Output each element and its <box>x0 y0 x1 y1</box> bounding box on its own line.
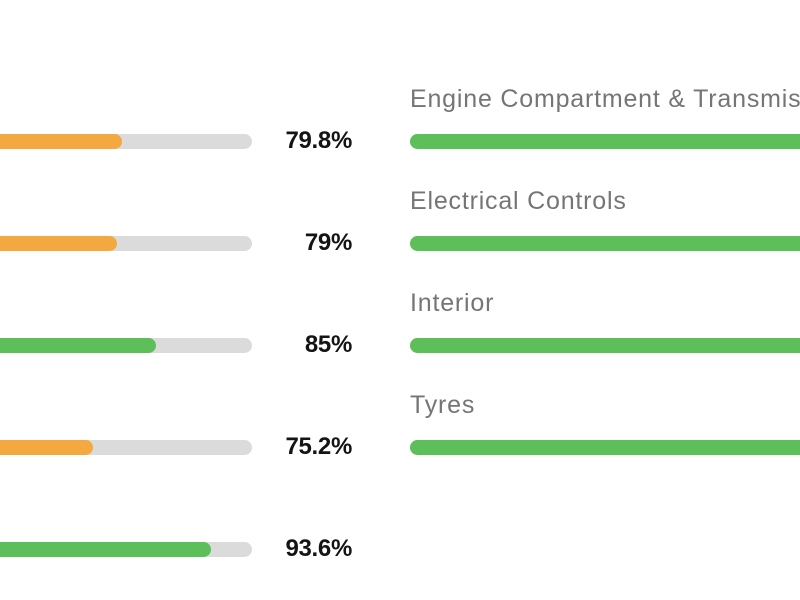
right-inspection-item: Tyres <box>410 390 800 461</box>
progress-bar-row <box>410 127 800 155</box>
progress-bar-fill <box>0 541 211 557</box>
inspection-grid: 79.8% 79% 85% 75.2% 93.6% Engine Compartment… <box>0 84 800 594</box>
progress-bar-fill <box>0 439 93 455</box>
progress-bar-fill <box>0 235 117 251</box>
progress-bar-track <box>0 541 252 557</box>
progress-bar-fill <box>410 337 800 353</box>
progress-bar-track <box>0 337 252 353</box>
category-label: Tyres <box>410 391 476 419</box>
progress-bar-row <box>410 433 800 461</box>
category-label <box>0 186 352 216</box>
left-inspection-item: 79% <box>0 186 352 257</box>
progress-bar-row: 85% <box>0 331 352 359</box>
progress-bar-row: 79% <box>0 229 352 257</box>
progress-bar-track <box>0 133 252 149</box>
progress-bar-row: 93.6% <box>0 535 352 563</box>
progress-value: 79% <box>304 229 352 256</box>
progress-bar-row <box>410 331 800 359</box>
progress-value: 85% <box>304 331 352 358</box>
left-inspection-item: 93.6% <box>0 492 352 563</box>
right-column: Engine Compartment & Transmission Electri… <box>410 84 800 594</box>
progress-bar-track <box>0 439 252 455</box>
category-label <box>0 84 352 114</box>
progress-bar-row: 75.2% <box>0 433 352 461</box>
progress-value: 75.2% <box>285 433 352 460</box>
category-label <box>0 492 352 522</box>
left-column: 79.8% 79% 85% 75.2% 93.6% <box>0 84 352 594</box>
category-label: Interior <box>410 289 495 317</box>
progress-bar-track <box>0 235 252 251</box>
progress-bar-row: 79.8% <box>0 127 352 155</box>
right-inspection-item: Electrical Controls <box>410 186 800 257</box>
progress-bar-fill <box>410 235 800 251</box>
category-label: Electrical Controls <box>410 187 627 215</box>
progress-bar-track <box>410 235 800 251</box>
progress-bar-track <box>410 337 800 353</box>
progress-bar-fill <box>410 439 800 455</box>
progress-bar-track <box>410 133 800 149</box>
progress-bar-fill <box>0 337 156 353</box>
progress-bar-fill <box>410 133 800 149</box>
category-label <box>0 288 352 318</box>
progress-value: 93.6% <box>285 535 352 562</box>
progress-bar-fill <box>0 133 123 149</box>
progress-value: 79.8% <box>285 127 352 154</box>
left-inspection-item: 75.2% <box>0 390 352 461</box>
progress-bar-row <box>410 229 800 257</box>
category-label: Engine Compartment & Transmission <box>410 85 800 113</box>
right-inspection-item: Interior <box>410 288 800 359</box>
left-inspection-item: 85% <box>0 288 352 359</box>
progress-bar-track <box>410 439 800 455</box>
category-label <box>0 390 352 420</box>
left-inspection-item: 79.8% <box>0 84 352 155</box>
right-inspection-item: Engine Compartment & Transmission <box>410 84 800 155</box>
